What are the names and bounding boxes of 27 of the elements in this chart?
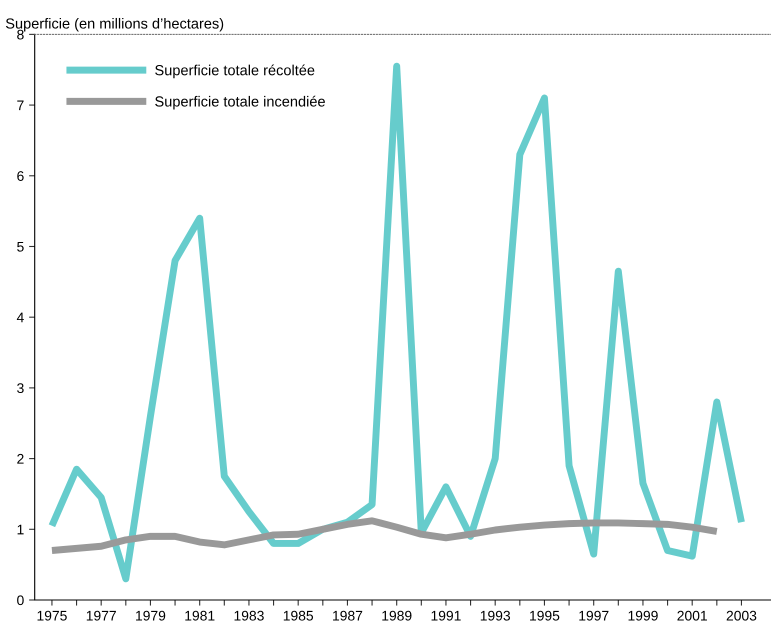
x-tick-label: 1993	[480, 610, 510, 621]
legend-label: Superficie totale récoltée	[155, 64, 314, 78]
x-tick-label: 1979	[136, 610, 166, 621]
x-tick-label: 1981	[185, 610, 214, 621]
y-tick-label: 3	[17, 383, 24, 394]
y-tick-label: 5	[17, 242, 24, 252]
y-tick-label: 6	[17, 171, 24, 181]
x-tick-label: 1991	[432, 610, 461, 621]
x-tick-label: 2001	[677, 610, 707, 621]
y-tick-label: 2	[17, 454, 24, 464]
legend-label: Superficie totale incendiée	[155, 96, 325, 110]
x-tick-label: 1987	[333, 610, 362, 621]
x-tick-label: 1975	[38, 610, 67, 621]
y-tick-label: 7	[17, 100, 24, 110]
y-axis-title: Superficie (en millions d’hectares)	[6, 18, 224, 32]
y-tick-label: 8	[17, 30, 24, 40]
x-tick-label: 1989	[382, 610, 412, 621]
x-tick-label: 1977	[86, 610, 116, 621]
y-tick-label: 4	[16, 312, 24, 322]
x-tick-label: 1995	[530, 610, 560, 621]
x-tick-label: 1997	[579, 610, 608, 621]
y-tick-label: 0	[17, 595, 24, 606]
x-tick-label: 1985	[284, 610, 314, 621]
x-tick-label: 1999	[628, 610, 658, 621]
x-tick-label: 1983	[234, 610, 264, 621]
x-tick-label: 2003	[726, 610, 756, 621]
y-tick-label: 1	[18, 524, 24, 534]
